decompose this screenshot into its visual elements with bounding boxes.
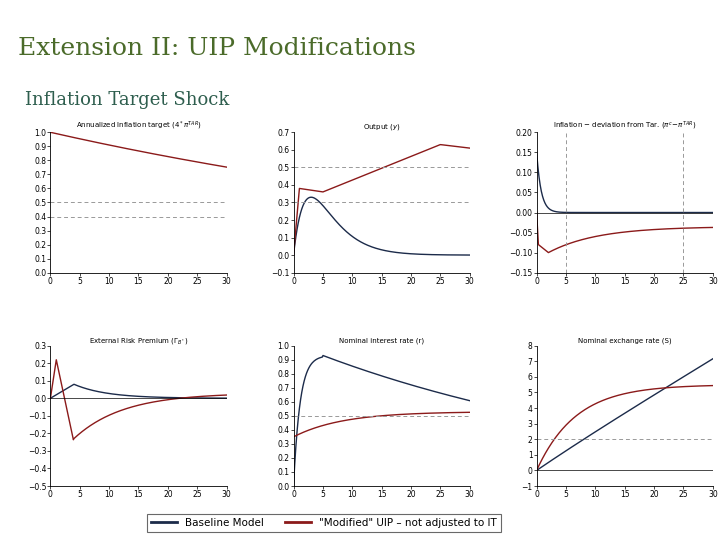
Title: Inflation $-$ deviation from Tar. $(\pi^c\!-\!\pi^{TAR})$: Inflation $-$ deviation from Tar. $(\pi^… xyxy=(553,120,696,132)
Text: Inflation Target Shock: Inflation Target Shock xyxy=(25,91,229,109)
Title: External Risk Premium $(\Gamma_{B^*})$: External Risk Premium $(\Gamma_{B^*})$ xyxy=(89,336,189,346)
Text: Extension II: UIP Modifications: Extension II: UIP Modifications xyxy=(18,37,415,60)
Title: Annualized Inflation target $(4^*\pi^{TAR})$: Annualized Inflation target $(4^*\pi^{TA… xyxy=(76,120,202,132)
Title: Nominal interest rate (r): Nominal interest rate (r) xyxy=(339,338,424,345)
Title: Nominal exchange rate (S): Nominal exchange rate (S) xyxy=(578,338,672,345)
Legend: Baseline Model, "Modified" UIP – not adjusted to IT: Baseline Model, "Modified" UIP – not adj… xyxy=(147,514,501,532)
Title: Output $(y)$: Output $(y)$ xyxy=(363,122,400,132)
